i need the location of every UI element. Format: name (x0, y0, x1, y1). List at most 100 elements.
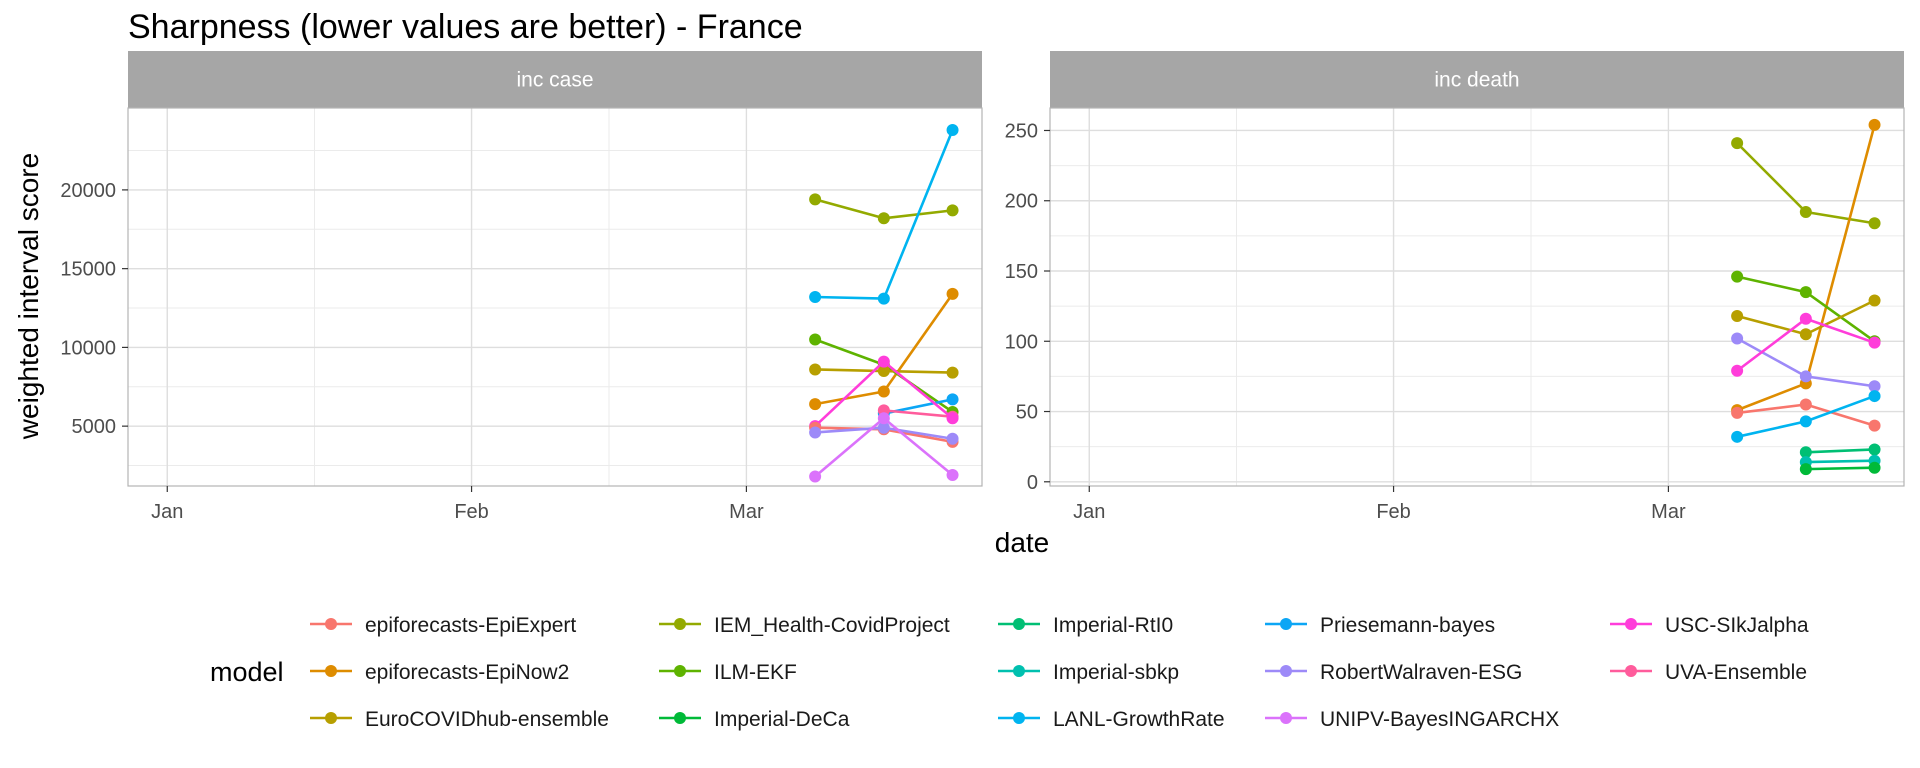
series-robertwalraven-esg (1731, 332, 1881, 393)
data-point (1799, 398, 1812, 411)
data-point (1868, 461, 1881, 474)
data-point (1799, 370, 1812, 383)
legend-marker (1013, 618, 1025, 630)
panel-inc-case: inc case 5000 10000 15000 20000 Jan Feb Mar (60, 51, 983, 523)
data-point (809, 426, 822, 439)
data-point (809, 470, 822, 483)
data-point (1868, 336, 1881, 349)
data-point (1731, 430, 1744, 443)
x-tick-label: Jan (1073, 501, 1105, 523)
data-point (1731, 364, 1744, 377)
data-point (946, 124, 959, 137)
data-point (877, 365, 890, 378)
legend-item-unipv-bayesingarchx: UNIPV-BayesINGARCHX (1265, 708, 1559, 731)
data-point (946, 204, 959, 217)
legend-item-uva-ensemble: UVA-Ensemble (1610, 661, 1807, 684)
x-tick-label: Feb (1376, 501, 1410, 523)
panel-border (1049, 107, 1905, 487)
legend-item-imperial-deca: Imperial-DeCa (659, 708, 850, 731)
data-point (1731, 309, 1744, 322)
data-point (809, 193, 822, 206)
facet-strip-label: inc case (516, 69, 593, 92)
data-point (1868, 118, 1881, 131)
x-tick-label: Feb (454, 501, 488, 523)
legend-label: epiforecasts-EpiNow2 (365, 661, 569, 684)
x-axis-title: date (995, 527, 1050, 558)
legend-item-imperial-sbkp: Imperial-sbkp (998, 661, 1179, 684)
facet-strip (1050, 51, 1904, 108)
series-line (883, 409, 953, 418)
data-point (1868, 294, 1881, 307)
facet-strip (128, 51, 982, 108)
data-point (1799, 205, 1812, 218)
data-point (1731, 270, 1744, 283)
legend-marker (674, 618, 686, 630)
series-line (1805, 448, 1875, 454)
y-tick-label: 10000 (60, 337, 116, 359)
series-imperial-deca (1799, 461, 1881, 476)
legend-marker (1280, 712, 1292, 724)
legend-marker (1625, 665, 1637, 677)
legend-marker (1280, 618, 1292, 630)
data-point (1799, 463, 1812, 476)
legend-item-priesemann-bayes: Priesemann-bayes (1265, 614, 1495, 637)
legend-label: Imperial-sbkp (1053, 661, 1179, 684)
legend-item-robertwalraven-esg: RobertWalraven-ESG (1265, 661, 1522, 684)
legend-item-iem-health-covidproject: IEM_Health-CovidProject (659, 614, 950, 637)
series-usc-sikjalpha (1731, 312, 1881, 377)
legend-title: model (210, 657, 284, 687)
legend-marker (674, 665, 686, 677)
series-imperial-sbkp (1799, 454, 1881, 469)
x-tick-label: Jan (151, 501, 183, 523)
legend-label: ILM-EKF (714, 661, 797, 684)
legend-label: UNIPV-BayesINGARCHX (1320, 708, 1559, 731)
y-tick-label: 100 (1005, 331, 1038, 353)
y-tick-label: 15000 (60, 259, 116, 281)
series-eurocovidhub-ensemble (809, 363, 959, 379)
legend-label: Priesemann-bayes (1320, 614, 1495, 637)
legend-marker (325, 618, 337, 630)
data-point (1799, 446, 1812, 459)
data-point (1731, 406, 1744, 419)
series-lanl-growthrate (1731, 390, 1881, 443)
data-point (946, 366, 959, 379)
panel-border (127, 107, 983, 487)
data-point (1868, 443, 1881, 456)
legend-label: LANL-GrowthRate (1053, 708, 1225, 731)
legend-item-lanl-growthrate: LANL-GrowthRate (998, 708, 1225, 731)
x-tick-label: Mar (1651, 501, 1686, 523)
legend-marker (1013, 712, 1025, 724)
series-lanl-growthrate (809, 124, 959, 305)
data-point (946, 287, 959, 300)
legend-label: Imperial-RtI0 (1053, 614, 1173, 637)
legend-label: epiforecasts-EpiExpert (365, 614, 576, 637)
legend-label: UVA-Ensemble (1665, 661, 1807, 684)
data-point (809, 291, 822, 303)
data-point (1868, 390, 1881, 403)
chart-title: Sharpness (lower values are better) - Fr… (128, 8, 803, 46)
data-point (877, 412, 890, 425)
data-point (877, 292, 890, 305)
data-point (877, 212, 890, 225)
y-axis-title: weighted interval score (13, 153, 44, 440)
legend-marker (325, 712, 337, 724)
data-point (877, 421, 890, 434)
data-point (1799, 328, 1812, 341)
series-robertwalraven-esg (809, 421, 959, 445)
legend-item-epiforecasts-epiexpert: epiforecasts-EpiExpert (310, 614, 576, 637)
y-tick-label: 150 (1005, 261, 1038, 283)
series-epiforecasts-epinow2 (809, 287, 959, 411)
legend-label: USC-SIkJalpha (1665, 614, 1809, 637)
legend-label: RobertWalraven-ESG (1320, 661, 1522, 684)
data-point (1868, 217, 1881, 230)
y-tick-label: 250 (1005, 120, 1038, 142)
series-line (1736, 124, 1876, 412)
data-point (946, 432, 959, 445)
y-tick-label: 0 (1027, 472, 1038, 494)
data-point (809, 333, 822, 346)
series-line (1805, 459, 1875, 464)
y-tick-label: 5000 (72, 416, 117, 438)
legend-item-ilm-ekf: ILM-EKF (659, 661, 797, 684)
legend-item-imperial-rti0: Imperial-RtI0 (998, 614, 1173, 637)
